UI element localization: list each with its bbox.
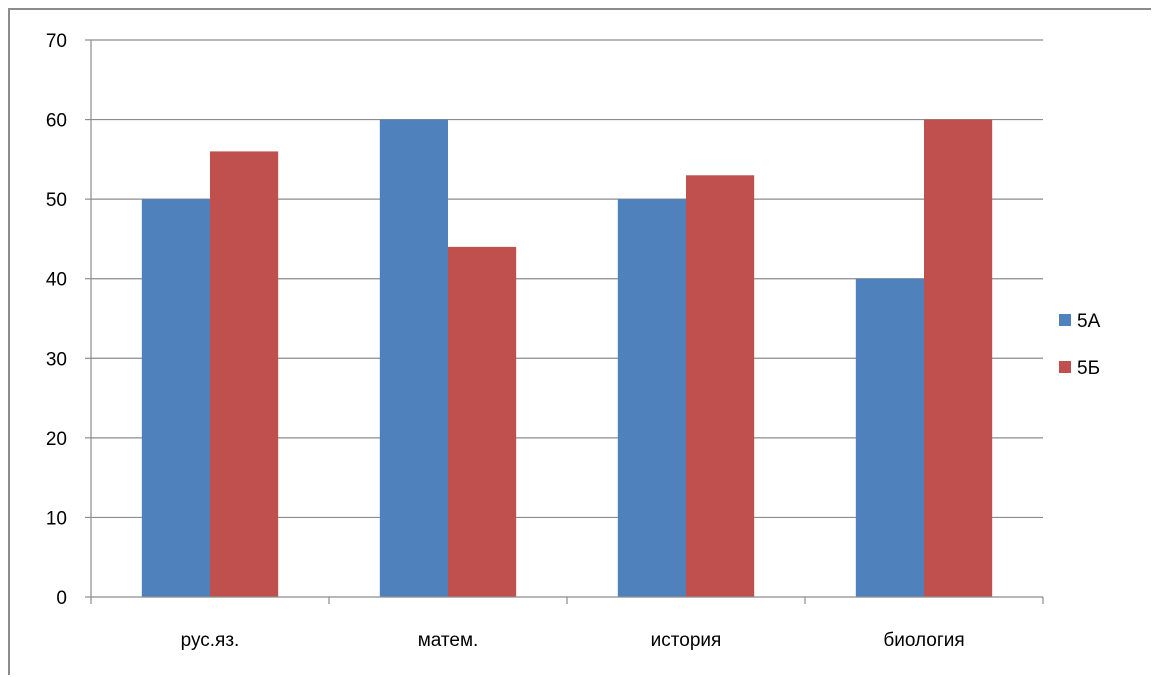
- y-tick-label: 40: [46, 270, 67, 291]
- x-tick-label: история: [651, 630, 722, 651]
- bar: [448, 246, 517, 597]
- y-tick-label: 70: [46, 31, 67, 52]
- legend-label: 5А: [1077, 311, 1101, 332]
- legend-swatch: [1059, 314, 1071, 326]
- bar: [141, 199, 210, 597]
- bar: [379, 119, 448, 598]
- bars: [141, 119, 993, 598]
- legend: 5А 5Б: [1059, 311, 1101, 379]
- legend-label: 5Б: [1077, 358, 1100, 379]
- y-tick-label: 30: [46, 349, 67, 370]
- bar: [617, 199, 686, 597]
- bar: [686, 175, 755, 597]
- bar: [924, 119, 993, 598]
- y-tick-label: 20: [46, 429, 67, 450]
- bar: [210, 151, 279, 597]
- y-tick-label: 50: [46, 190, 67, 211]
- y-tick-label: 60: [46, 111, 67, 132]
- y-tick-label: 0: [56, 588, 67, 609]
- y-tick-labels: 0 10 20 30 40 50 60 70: [46, 31, 67, 609]
- x-tick-labels: рус.яз. матем. история биология: [181, 630, 965, 651]
- x-tick-label: рус.яз.: [181, 630, 240, 651]
- axes: [85, 39, 1044, 604]
- legend-swatch: [1059, 361, 1071, 373]
- y-tick-label: 10: [46, 508, 67, 529]
- bar: [855, 278, 924, 597]
- x-tick-label: матем.: [418, 630, 479, 651]
- x-tick-label: биология: [883, 630, 964, 651]
